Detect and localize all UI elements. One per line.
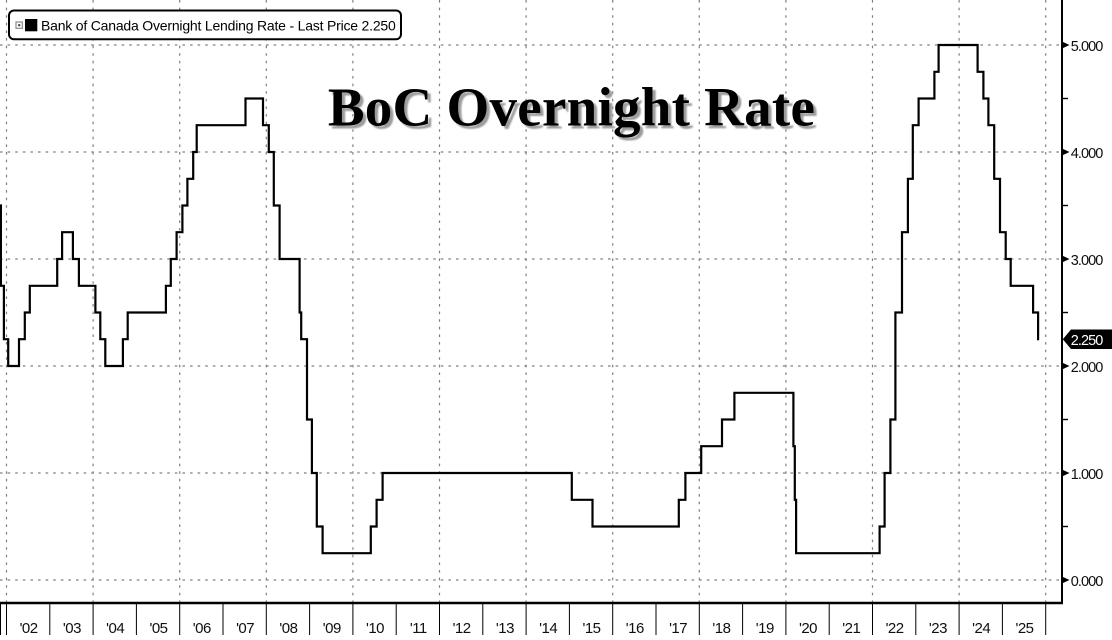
svg-text:'11: '11 xyxy=(410,620,427,635)
svg-text:Bank of Canada Overnight Lendi: Bank of Canada Overnight Lending Rate - … xyxy=(41,17,396,33)
svg-text:'02: '02 xyxy=(20,620,38,635)
svg-text:'17: '17 xyxy=(669,620,687,635)
svg-text:'23: '23 xyxy=(929,620,947,635)
svg-text:'08: '08 xyxy=(279,620,297,635)
svg-text:'09: '09 xyxy=(323,620,341,635)
svg-text:'16: '16 xyxy=(626,620,644,635)
svg-text:'12: '12 xyxy=(453,620,471,635)
svg-text:'04: '04 xyxy=(106,620,124,635)
svg-text:'03: '03 xyxy=(63,620,81,635)
svg-text:2.250: 2.250 xyxy=(1071,333,1104,349)
svg-text:'18: '18 xyxy=(712,620,730,635)
svg-text:'20: '20 xyxy=(799,620,817,635)
svg-text:'22: '22 xyxy=(886,620,904,635)
svg-text:0.000: 0.000 xyxy=(1071,574,1104,590)
svg-text:'25: '25 xyxy=(1015,620,1033,635)
svg-text:'19: '19 xyxy=(756,620,774,635)
svg-text:BoC Overnight Rate: BoC Overnight Rate xyxy=(331,80,818,141)
svg-text:'06: '06 xyxy=(193,620,211,635)
svg-text:2.000: 2.000 xyxy=(1071,360,1104,376)
svg-text:5.000: 5.000 xyxy=(1071,39,1104,55)
svg-text:4.000: 4.000 xyxy=(1071,146,1104,162)
svg-text:'15: '15 xyxy=(582,620,600,635)
svg-text:'14: '14 xyxy=(539,620,557,635)
svg-text:BoC Overnight Rate: BoC Overnight Rate xyxy=(328,77,815,138)
svg-text:'05: '05 xyxy=(149,620,167,635)
svg-text:'13: '13 xyxy=(496,620,514,635)
svg-text:3.000: 3.000 xyxy=(1071,253,1104,269)
svg-text:1.000: 1.000 xyxy=(1071,467,1104,483)
svg-text:'10: '10 xyxy=(366,620,384,635)
svg-text:'21: '21 xyxy=(842,620,860,635)
svg-text:'24: '24 xyxy=(972,620,990,635)
svg-text:'07: '07 xyxy=(236,620,254,635)
